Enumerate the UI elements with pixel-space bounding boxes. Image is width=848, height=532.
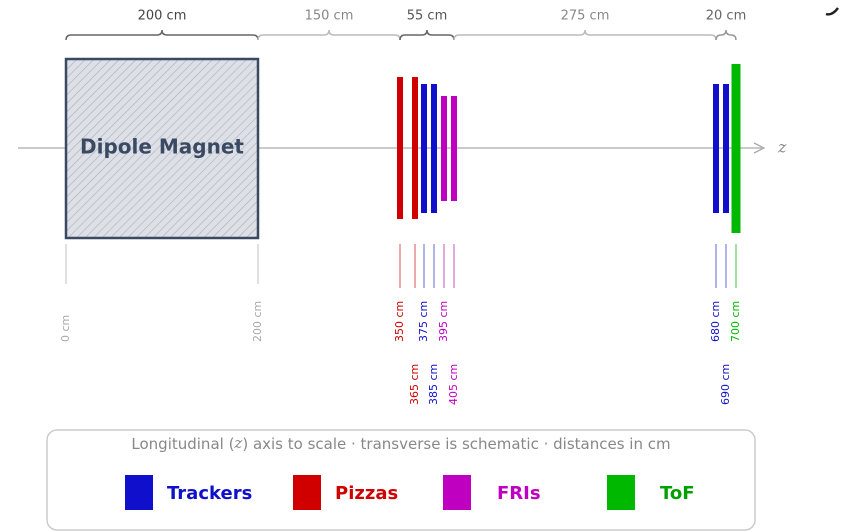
legend-swatch	[607, 475, 635, 510]
dimension-label: 20 cm	[706, 9, 747, 24]
legend-label: ToF	[660, 483, 695, 504]
brace	[257, 29, 401, 41]
axis-label: z	[777, 138, 787, 157]
legend-swatch	[293, 475, 321, 510]
legend-items: Trackers Pizzas FRIs ToF	[125, 475, 695, 510]
detector-plane	[451, 96, 457, 201]
brace	[65, 29, 259, 41]
position-label: 700 cm	[729, 301, 742, 342]
detector-plane	[731, 64, 741, 233]
corner-glyph	[825, 7, 839, 16]
dimension-label: 55 cm	[407, 9, 448, 24]
position-label: 405 cm	[447, 364, 460, 405]
dipole-magnet	[64, 57, 260, 240]
dimension-label: 200 cm	[138, 9, 187, 24]
detector-plane	[412, 77, 418, 219]
dimension-labels: 200 cm 150 cm 55 cm 275 cm 20 cm	[138, 9, 747, 24]
position-label: 365 cm	[408, 364, 421, 405]
position-label: 0 cm	[59, 315, 72, 342]
detector-plane	[723, 84, 729, 213]
brace	[399, 29, 455, 41]
detector-plane	[441, 96, 447, 201]
detector-plane	[421, 84, 427, 213]
position-label: 385 cm	[427, 364, 440, 405]
legend-label: Pizzas	[335, 483, 398, 504]
legend-swatch	[125, 475, 153, 510]
position-labels: 0 cm 200 cm 350 cm 365 cm 375 cm 385 cm 395 cm…	[59, 244, 742, 405]
brace	[715, 29, 737, 41]
position-label: 350 cm	[393, 301, 406, 342]
position-label: 680 cm	[709, 301, 722, 342]
position-label: 690 cm	[719, 364, 732, 405]
detectors	[397, 64, 741, 233]
legend-swatch	[443, 475, 471, 510]
axis-arrow	[753, 142, 766, 154]
position-label: 200 cm	[251, 301, 264, 342]
magnet-label: Dipole Magnet	[80, 135, 244, 159]
legend-label: Trackers	[167, 483, 252, 504]
legend-box	[46, 429, 756, 531]
detector-plane	[713, 84, 719, 213]
legend-caption: Longitudinal (z) axis to scale · transve…	[131, 434, 670, 453]
brace	[453, 29, 717, 41]
position-label: 375 cm	[417, 301, 430, 342]
detector-plane	[431, 84, 437, 213]
position-label: 395 cm	[437, 301, 450, 342]
detector-plane	[397, 77, 403, 219]
dimension-label: 150 cm	[305, 9, 354, 24]
legend-label: FRIs	[497, 483, 541, 504]
dimension-braces	[65, 29, 737, 41]
dimension-label: 275 cm	[561, 9, 610, 24]
